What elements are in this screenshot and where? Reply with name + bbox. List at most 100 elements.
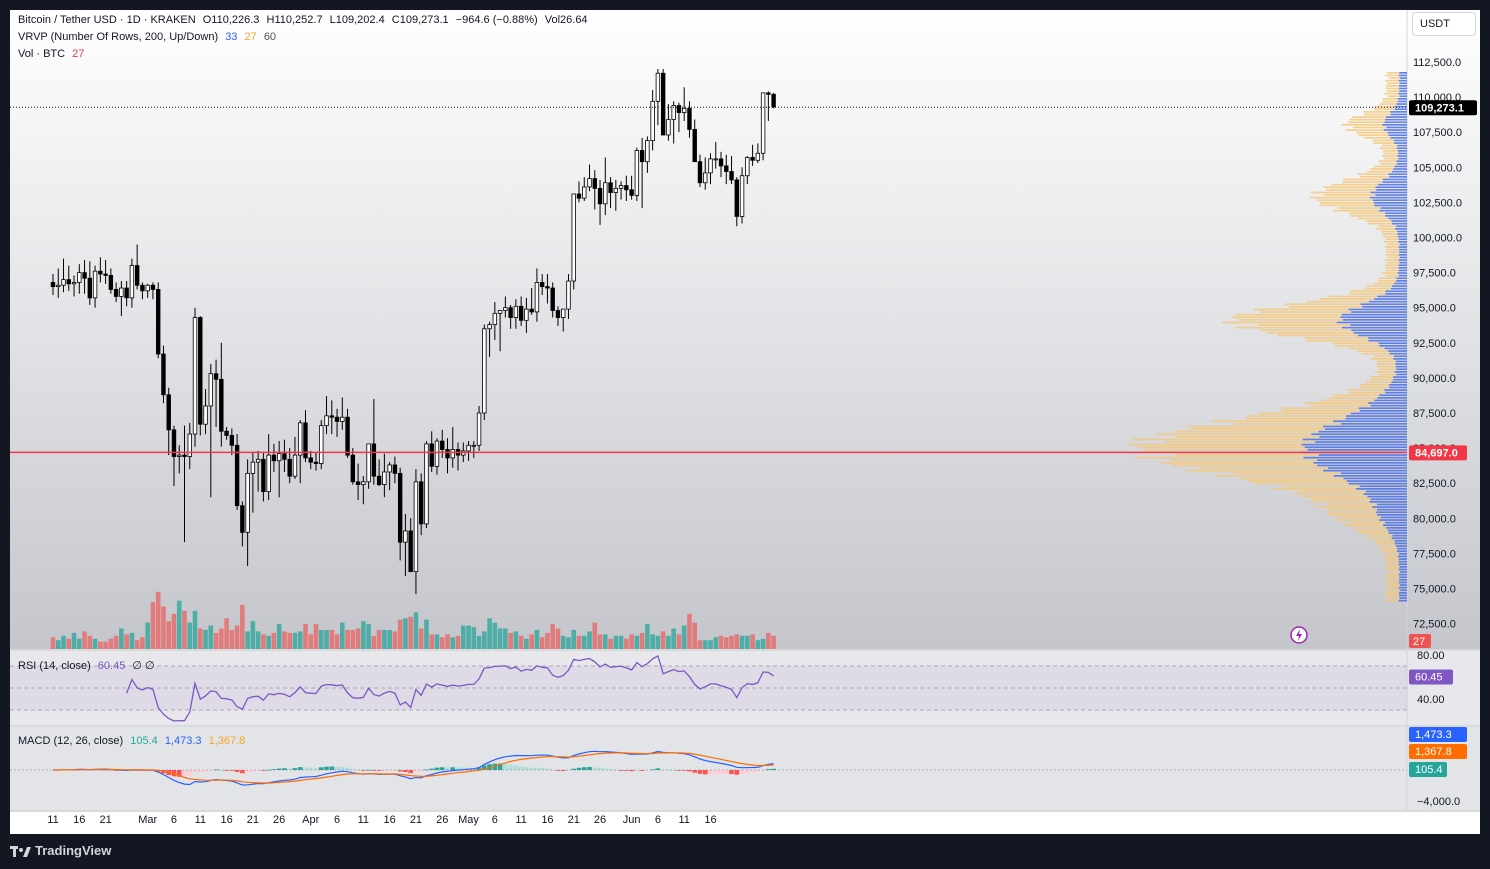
macd-hist-value: 105.4 (130, 735, 158, 747)
candle-down (329, 415, 334, 418)
candle-down (98, 270, 103, 275)
vrvp-up-row (1350, 290, 1386, 293)
candle-up (708, 158, 713, 174)
candle-down (545, 286, 550, 289)
volume-bar (534, 629, 540, 649)
macd-histogram-bar (313, 767, 319, 770)
candle-up (319, 425, 324, 464)
candle-up (56, 284, 61, 288)
vrvp-up-row (1357, 350, 1389, 352)
vrvp-down-row (1318, 430, 1407, 433)
rsi-legend[interactable]: RSI (14, close) 60.45 ∅ ∅ (18, 659, 159, 672)
macd-histogram-bar (492, 763, 498, 770)
volume-bar (371, 635, 377, 649)
macd-legend[interactable]: MACD (12, 26, close) 105.4 1,473.3 1,367… (18, 735, 249, 747)
vrvp-down-row (1396, 163, 1407, 165)
macd-histogram-bar (408, 770, 413, 774)
candle-up (561, 308, 566, 318)
candle-up (403, 530, 408, 543)
vrvp-up-row (1385, 79, 1399, 82)
candle-up (413, 481, 419, 573)
vrvp-up-row (1388, 77, 1401, 79)
vrvp-up-row (1260, 329, 1352, 332)
vrvp-up-row (1170, 459, 1317, 462)
candle-up (476, 412, 482, 446)
vrvp-down-row (1304, 446, 1407, 449)
candle-down (408, 530, 413, 573)
vrvp-up-row (1284, 303, 1361, 306)
vrvp-up-row (1373, 165, 1395, 168)
chart-canvas[interactable]: 112,500.0110,000.0107,500.0105,000.0102,… (10, 10, 1480, 834)
volume-bar (229, 629, 235, 649)
vrvp-up-row (1221, 321, 1337, 324)
macd-histogram-bar (655, 768, 661, 770)
candle-up (92, 270, 98, 299)
vrvp-down-row (1399, 90, 1407, 92)
vrvp-down-row (1395, 228, 1407, 230)
symbol-legend[interactable]: Bitcoin / Tether USD · 1D · KRAKEN O110,… (18, 14, 592, 26)
volume-bar (408, 616, 413, 649)
time-tick-label: 21 (410, 814, 422, 826)
vrvp-up-row (1381, 144, 1398, 147)
macd-histogram-bar (503, 763, 508, 770)
vrvp-up-row (1352, 527, 1387, 529)
macd-histogram-bar (545, 768, 550, 770)
vrvp-down-row (1397, 230, 1407, 233)
tradingview-logo[interactable]: TradingView (10, 843, 111, 858)
vrvp-up-row (1373, 282, 1395, 285)
volume-bar (445, 634, 450, 649)
volume-bar (766, 632, 771, 649)
vrvp-up-row (1345, 129, 1384, 131)
macd-histogram-bar (566, 770, 571, 771)
macd-histogram-bar (292, 768, 298, 770)
rsi-badge-label: 60.45 (1415, 672, 1443, 684)
vrvp-down-row (1367, 495, 1407, 498)
vrvp-down-row (1357, 334, 1407, 337)
vrvp-label[interactable]: VRVP (Number Of Rows, 200, Up/Down) (18, 31, 219, 43)
vrvp-up-row (1374, 108, 1395, 111)
volume-bar (366, 624, 371, 649)
vrvp-down-row (1397, 144, 1407, 147)
macd-histogram-bar (308, 767, 314, 770)
vrvp-up-row (1282, 485, 1360, 488)
vrvp-down-row (1398, 267, 1407, 269)
vrvp-up-row (1356, 131, 1388, 134)
vrvp-down-row (1365, 490, 1407, 493)
volume-bar (71, 632, 77, 649)
candle-up (129, 265, 135, 299)
volume-label[interactable]: Vol · BTC (18, 48, 66, 60)
vrvp-legend[interactable]: VRVP (Number Of Rows, 200, Up/Down) 33 2… (18, 31, 280, 43)
candle-down (724, 165, 729, 172)
macd-histogram-bar (639, 770, 645, 771)
volume-legend[interactable]: Vol · BTC 27 (18, 48, 88, 60)
symbol-title[interactable]: Bitcoin / Tether USD · 1D · KRAKEN (18, 14, 196, 26)
price-tick-label: 95,000.0 (1413, 303, 1456, 315)
vrvp-up-row (1386, 251, 1400, 254)
vrvp-up-row (1375, 540, 1395, 542)
candle-down (303, 422, 308, 459)
macd-histogram-bar (334, 766, 340, 770)
rsi-title[interactable]: RSI (14, close) (18, 660, 91, 672)
vrvp-up-row (1376, 363, 1396, 365)
vrvp-down-row (1394, 142, 1407, 144)
macd-histogram-bar (476, 767, 482, 770)
vrvp-up-row (1309, 196, 1370, 199)
volume-bar (197, 628, 203, 649)
vrvp-down-row (1399, 243, 1407, 246)
vrvp-down-row (1373, 298, 1407, 300)
volume-bar (645, 624, 650, 649)
vrvp-up-row (1176, 436, 1320, 438)
candle-down (576, 193, 582, 199)
vrvp-down-row (1386, 116, 1407, 118)
vrvp-up-row (1388, 584, 1400, 586)
vrvp-down-row (1353, 332, 1407, 334)
vrvp-down-row (1377, 514, 1407, 516)
volume-bar (513, 631, 519, 649)
vrvp-down-row (1340, 316, 1407, 319)
macd-title[interactable]: MACD (12, 26, close) (18, 735, 124, 747)
vrvp-up-row (1349, 212, 1386, 215)
quote-unit-selector[interactable]: USDT (1412, 12, 1476, 36)
vrvp-up-row (1337, 207, 1381, 209)
vrvp-up-row (1385, 563, 1399, 566)
vrvp-down-row (1376, 511, 1407, 514)
